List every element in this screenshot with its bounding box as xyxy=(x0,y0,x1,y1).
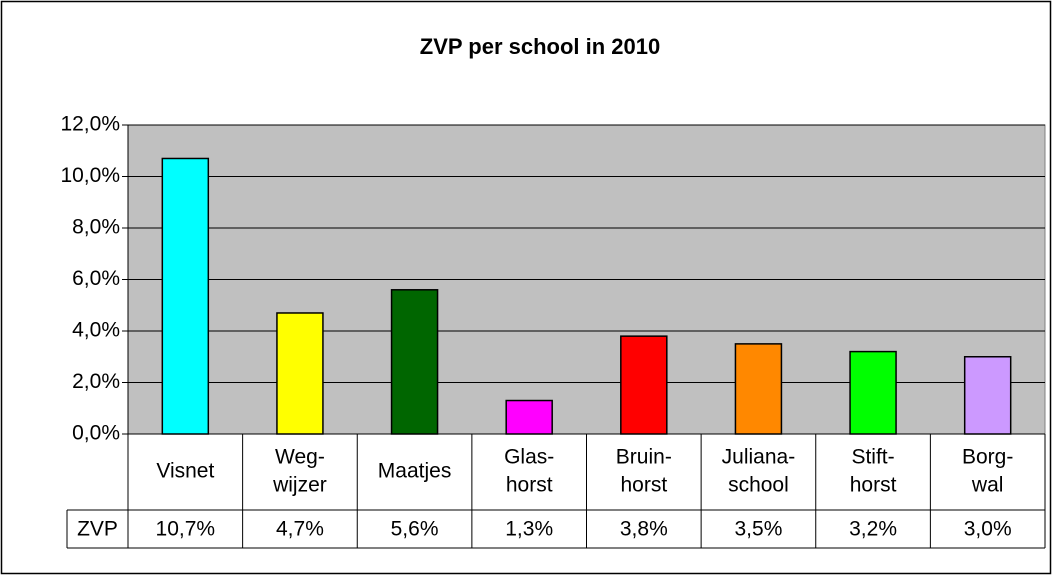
bar xyxy=(390,289,439,435)
x-tick-label: Bruin- xyxy=(616,446,672,469)
value-label: 3,0% xyxy=(964,518,1012,541)
legend-label: ZVP xyxy=(77,518,118,541)
y-tick-label: 4,0% xyxy=(72,319,120,342)
x-tick-label: wal xyxy=(971,474,1004,497)
bar xyxy=(161,157,210,435)
x-tick-label: Weg- xyxy=(275,446,325,469)
bar xyxy=(276,312,324,435)
bar xyxy=(505,399,553,435)
x-tick-label: Borg- xyxy=(962,446,1013,469)
value-label: 10,7% xyxy=(156,518,216,541)
value-label: 3,8% xyxy=(620,518,668,541)
x-tick-label: horst xyxy=(620,474,667,497)
y-tick-label: 8,0% xyxy=(72,216,120,239)
x-tick-label: Stift- xyxy=(851,446,894,469)
x-tick-label: horst xyxy=(506,474,553,497)
x-tick-label: Maatjes xyxy=(378,460,452,483)
value-label: 4,7% xyxy=(276,518,324,541)
bar xyxy=(620,335,668,435)
y-tick-label: 10,0% xyxy=(60,164,120,187)
value-label: 3,5% xyxy=(735,518,783,541)
x-tick-label: Visnet xyxy=(156,460,214,483)
chart-title: ZVP per school in 2010 xyxy=(420,34,660,59)
value-label: 3,2% xyxy=(849,518,897,541)
y-tick-label: 2,0% xyxy=(72,370,120,393)
y-tick-label: 0,0% xyxy=(72,422,120,445)
x-tick-label: horst xyxy=(850,474,897,497)
y-tick-label: 12,0% xyxy=(60,113,120,136)
value-label: 5,6% xyxy=(391,518,439,541)
bar xyxy=(849,350,897,435)
x-tick-label: Juliana- xyxy=(722,446,796,469)
x-tick-label: Glas- xyxy=(504,446,554,469)
value-label: 1,3% xyxy=(505,518,553,541)
bar xyxy=(734,343,783,435)
y-tick-label: 6,0% xyxy=(72,267,120,290)
x-tick-label: school xyxy=(728,474,789,497)
bar xyxy=(963,356,1012,435)
x-tick-label: wijzer xyxy=(272,474,327,497)
